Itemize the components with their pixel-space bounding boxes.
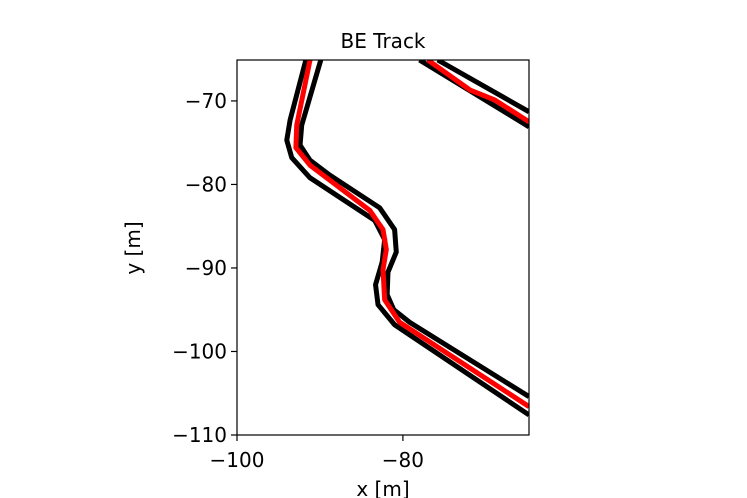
chart-title: BE Track — [340, 29, 425, 53]
y-tick-label: −80 — [185, 172, 227, 196]
track-line — [297, 60, 529, 399]
y-tick-label: −100 — [172, 339, 227, 363]
x-tick-label: −100 — [210, 448, 265, 472]
plot-frame — [236, 59, 530, 436]
x-axis-label: x [m] — [356, 477, 409, 498]
y-tick-label: −90 — [185, 256, 227, 280]
y-tick-label: −110 — [172, 423, 227, 447]
track-line — [293, 60, 529, 409]
y-axis-label: y [m] — [121, 221, 145, 274]
plot-lines — [284, 60, 529, 418]
x-tick-label: −80 — [382, 448, 424, 472]
track-line — [284, 60, 529, 418]
y-tick-label: −70 — [185, 89, 227, 113]
